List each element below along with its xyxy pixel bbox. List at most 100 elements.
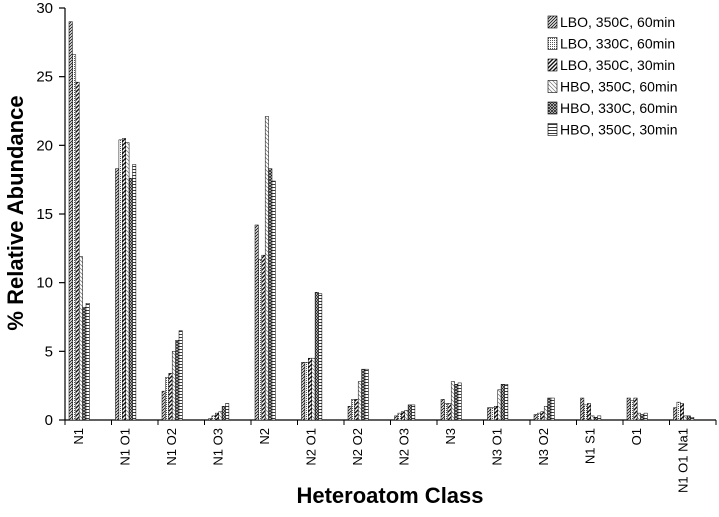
y-axis-ticks: 0 5 10 15 20 25 30 xyxy=(36,0,65,429)
bar xyxy=(533,414,538,421)
bar xyxy=(411,404,416,421)
bar xyxy=(683,415,688,421)
bar xyxy=(218,411,223,421)
bar xyxy=(537,412,542,421)
category-label: N2 O2 xyxy=(350,428,365,466)
legend-label: LBO, 330C, 60min xyxy=(560,36,675,52)
bar xyxy=(357,381,362,421)
bar xyxy=(550,397,555,421)
bar xyxy=(132,164,137,421)
legend-swatch xyxy=(547,37,558,50)
category-labels: N1 N1 O1 N1 O2 N1 O3 N2 N2 O1 N2 O2 N2 O3 N3 N3 O… xyxy=(71,428,691,493)
bar xyxy=(301,362,306,421)
legend-swatch xyxy=(547,101,558,115)
bar xyxy=(72,54,77,421)
bar xyxy=(444,403,449,421)
y-tick-label: 5 xyxy=(45,343,53,360)
bar xyxy=(593,417,598,421)
bar xyxy=(268,168,273,421)
category-label: N1 O1 Na1 xyxy=(676,428,691,493)
category-label: N1 S1 xyxy=(583,428,598,464)
bar xyxy=(161,390,166,421)
category-label: N1 xyxy=(71,428,86,445)
series-6 xyxy=(85,164,695,421)
bar xyxy=(583,404,588,421)
series-3 xyxy=(75,81,684,421)
bar xyxy=(115,168,120,421)
bar xyxy=(676,401,681,421)
bar xyxy=(351,399,356,421)
bar xyxy=(171,351,176,421)
bar xyxy=(308,357,312,421)
bar xyxy=(636,412,641,421)
bar xyxy=(673,407,678,421)
bar xyxy=(404,410,409,421)
bar xyxy=(258,259,263,421)
bar xyxy=(580,397,585,421)
bar xyxy=(175,340,180,421)
legend-swatch xyxy=(547,80,558,93)
bar xyxy=(165,377,170,421)
bar xyxy=(500,384,505,421)
bar xyxy=(543,406,548,421)
legend-label: HBO, 350C, 60min xyxy=(560,79,678,95)
bar xyxy=(261,254,266,421)
x-axis-title: Heteroatom Class xyxy=(296,483,483,508)
legend-item: LBO, 350C, 30min xyxy=(547,57,675,73)
category-label: O1 xyxy=(629,428,644,445)
bar xyxy=(271,180,276,421)
y-tick-label: 10 xyxy=(36,275,53,292)
bar-series-group xyxy=(68,21,695,421)
y-axis-title: % Relative Abundance xyxy=(3,95,28,330)
bar xyxy=(401,411,405,421)
bar xyxy=(690,417,695,421)
bar xyxy=(78,256,83,421)
category-label: N1 O3 xyxy=(211,428,226,466)
bar xyxy=(450,381,455,421)
bar xyxy=(354,399,359,421)
bar xyxy=(225,403,230,421)
bar xyxy=(125,142,130,421)
legend-label: LBO, 350C, 30min xyxy=(560,57,675,73)
bar xyxy=(68,21,73,421)
legend-item: LBO, 350C, 60min xyxy=(547,14,675,30)
bar xyxy=(540,411,545,421)
legend-label: HBO, 330C, 60min xyxy=(560,100,678,116)
legend-item: HBO, 350C, 60min xyxy=(547,79,678,95)
bar xyxy=(215,412,219,421)
bar xyxy=(254,224,259,421)
bar xyxy=(630,400,635,421)
bar xyxy=(494,406,498,421)
series-2 xyxy=(72,54,681,421)
bar xyxy=(590,415,595,421)
bar xyxy=(643,412,648,421)
series-1 xyxy=(68,21,678,421)
bar xyxy=(626,397,631,421)
category-label: N1 O1 xyxy=(118,428,133,466)
category-label: N3 O1 xyxy=(490,428,505,466)
y-tick-label: 0 xyxy=(45,412,53,429)
category-label: N2 xyxy=(257,428,272,445)
y-tick-label: 20 xyxy=(36,137,53,154)
bar xyxy=(394,415,399,421)
bar xyxy=(633,397,638,421)
bar xyxy=(680,403,684,421)
bar xyxy=(440,399,445,421)
y-tick-label: 25 xyxy=(36,69,53,86)
legend-swatch xyxy=(547,123,558,136)
bar xyxy=(504,384,509,421)
category-label: N3 xyxy=(443,428,458,445)
x-axis-ticks xyxy=(64,420,717,425)
bar xyxy=(487,407,492,421)
legend-item: HBO, 350C, 30min xyxy=(547,122,678,138)
bar xyxy=(318,293,323,421)
bar xyxy=(457,382,462,421)
bar xyxy=(497,389,502,421)
category-label: N3 O2 xyxy=(536,428,551,466)
bar xyxy=(314,292,319,421)
bar xyxy=(82,307,87,421)
legend-item: HBO, 330C, 60min xyxy=(547,100,678,116)
bar xyxy=(447,403,452,421)
